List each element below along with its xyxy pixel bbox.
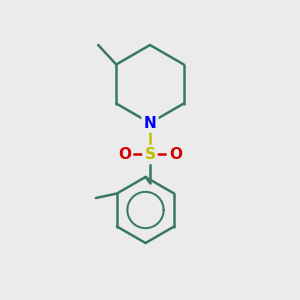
Text: O: O [118, 147, 131, 162]
Text: N: N [144, 116, 156, 130]
Text: O: O [169, 147, 182, 162]
Text: S: S [145, 147, 155, 162]
